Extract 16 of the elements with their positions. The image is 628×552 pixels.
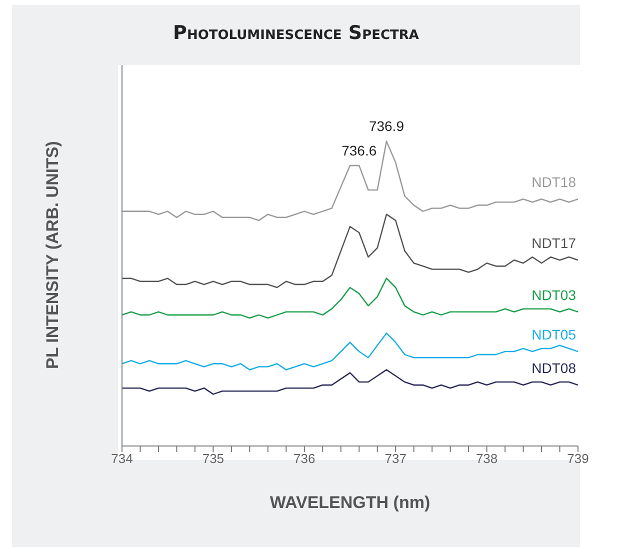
x-tick-label: 737	[384, 451, 406, 466]
chart-title: Photoluminescence Spectra	[172, 22, 420, 44]
x-tick-label: 739	[567, 451, 589, 466]
y-axis-title: PL INTENSITY (ARB. UNITS)	[43, 141, 63, 369]
series-label: NDT03	[532, 286, 576, 303]
x-tick-label: 738	[476, 451, 498, 466]
x-tick-label: 735	[202, 451, 224, 466]
x-axis-title: WAVELENGTH (nm)	[268, 493, 432, 513]
x-tick-label: 736	[294, 451, 316, 466]
series-label: NDT18	[532, 174, 576, 190]
x-tick-label: 734	[111, 451, 133, 466]
annotation: 736.6	[342, 142, 377, 159]
series-label: NDT17	[532, 235, 576, 252]
annotation: 736.9	[368, 118, 404, 134]
series-label: NDT05	[532, 326, 576, 343]
series-label: NDT08	[532, 360, 576, 376]
